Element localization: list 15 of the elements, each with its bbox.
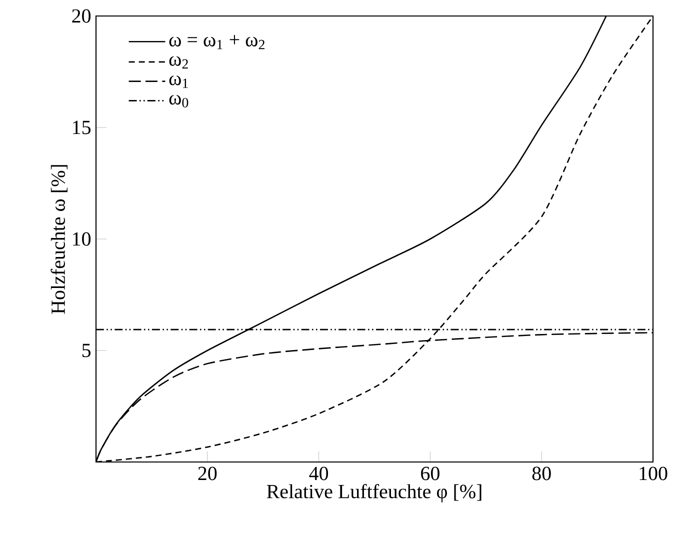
y-tick-label: 5 [82, 344, 91, 358]
legend-label: ω$_{0}$ [169, 95, 188, 108]
x-axis-title: Relative Luftfeuchte φ [%] [266, 484, 482, 502]
legend-label: ω$_{1}$ [169, 76, 188, 88]
x-tick-label: 100 [640, 466, 668, 480]
x-tick-label: 80 [532, 466, 551, 480]
legend-label: ω = ω$_{1}$ + ω$_{2}$ [169, 34, 264, 50]
x-tick-label: 60 [421, 466, 440, 480]
y-axis-title: Holzfeuchte ω [%] [50, 165, 68, 314]
y-tick-label: 15 [73, 120, 91, 134]
x-tick-label: 20 [198, 466, 217, 480]
y-tick-label: 20 [72, 9, 91, 23]
legend-label: ω$_{2}$ [169, 56, 188, 69]
x-tick-label: 40 [309, 466, 328, 480]
y-tick-label: 10 [73, 232, 91, 246]
